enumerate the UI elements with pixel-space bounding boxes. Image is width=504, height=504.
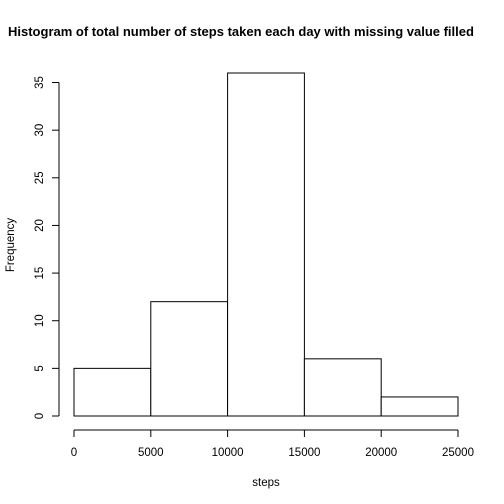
y-tick-label: 10 bbox=[34, 314, 46, 327]
x-tick-label: 5000 bbox=[138, 447, 164, 459]
x-tick-label: 25000 bbox=[442, 447, 474, 459]
y-tick-label: 15 bbox=[34, 267, 46, 280]
y-axis-label: Frequency bbox=[5, 218, 17, 273]
x-tick-label: 10000 bbox=[212, 447, 244, 459]
y-tick-label: 5 bbox=[34, 365, 46, 371]
y-tick-label: 25 bbox=[34, 171, 46, 184]
x-tick-label: 0 bbox=[71, 447, 77, 459]
histogram-bar-3 bbox=[303, 358, 382, 417]
y-tick-label: 20 bbox=[34, 219, 46, 232]
histogram-bar-4 bbox=[380, 396, 459, 417]
x-tick-label: 20000 bbox=[365, 447, 397, 459]
bars-group bbox=[73, 72, 459, 417]
y-tick-label: 0 bbox=[34, 413, 46, 419]
histogram-bar-2 bbox=[227, 72, 305, 417]
x-axis: 0 5000 10000 15000 20000 25000 bbox=[71, 429, 474, 459]
histogram-bar-0 bbox=[73, 367, 152, 417]
x-axis-label: steps bbox=[252, 477, 280, 489]
histogram-bar-1 bbox=[150, 301, 229, 417]
x-tick-label: 15000 bbox=[288, 447, 320, 459]
y-tick-label: 30 bbox=[34, 124, 46, 137]
y-tick-label: 35 bbox=[34, 76, 46, 89]
chart-title: Histogram of total number of steps taken… bbox=[8, 24, 474, 39]
y-axis: 0 5 10 15 20 25 30 35 bbox=[34, 76, 60, 419]
